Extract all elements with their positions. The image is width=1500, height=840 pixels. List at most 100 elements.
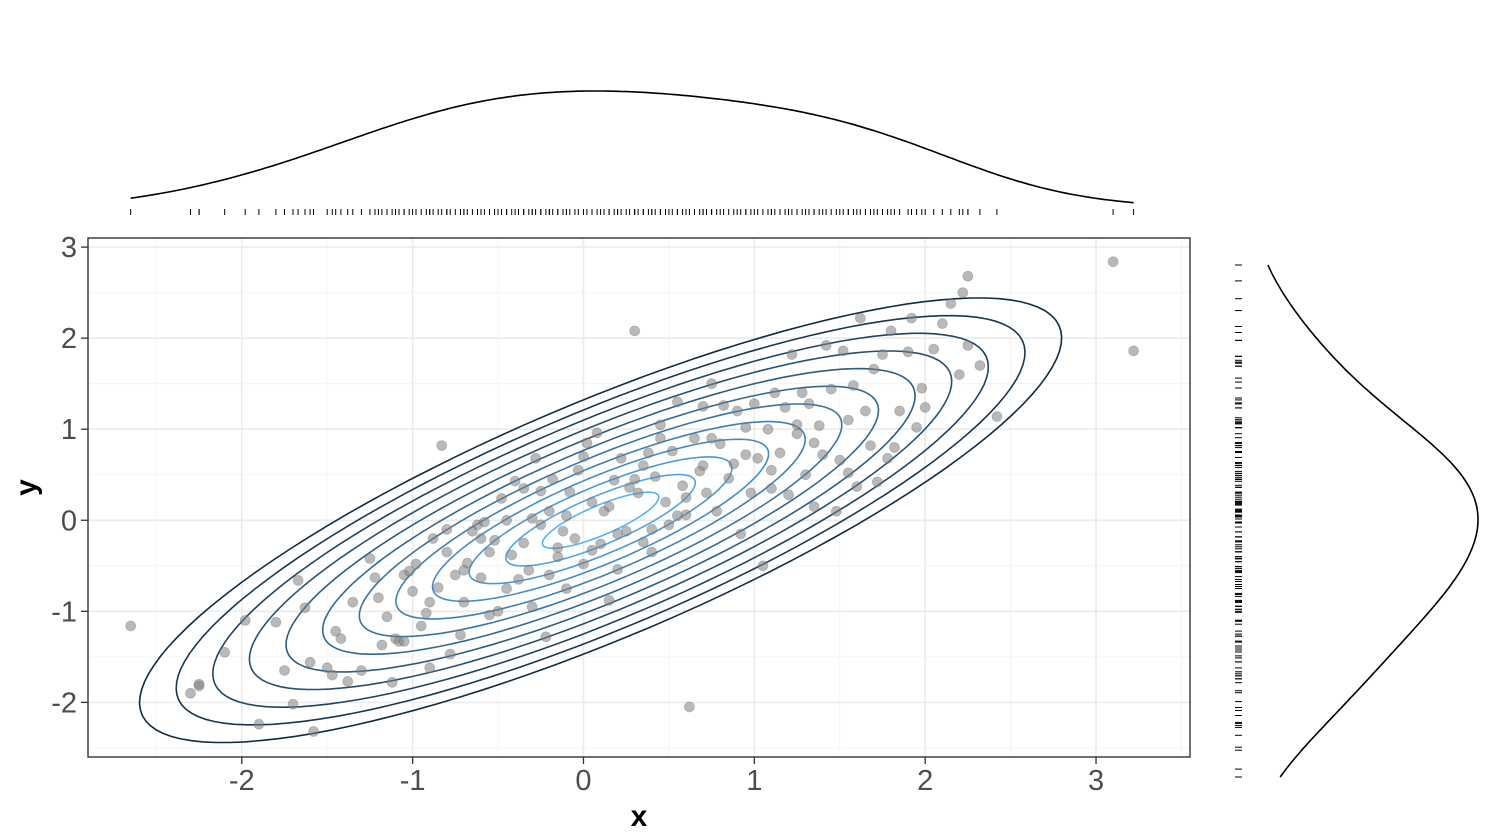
data-point bbox=[608, 474, 620, 486]
data-point bbox=[808, 501, 820, 513]
data-point bbox=[769, 387, 781, 399]
data-point bbox=[330, 625, 342, 637]
grid-lines bbox=[88, 238, 1190, 757]
data-point bbox=[757, 560, 769, 572]
data-point bbox=[731, 405, 743, 417]
data-point bbox=[945, 298, 957, 310]
data-point bbox=[530, 452, 541, 464]
x-tick-label: -1 bbox=[400, 765, 426, 797]
data-point bbox=[830, 505, 842, 517]
data-point bbox=[270, 616, 282, 628]
data-point bbox=[936, 318, 948, 330]
data-point bbox=[928, 343, 940, 355]
top-density-curve bbox=[130, 90, 1134, 204]
density-contours bbox=[138, 297, 1063, 744]
data-point bbox=[919, 401, 931, 413]
data-point bbox=[484, 546, 495, 558]
y-axis-title: y bbox=[10, 479, 43, 496]
data-point bbox=[376, 639, 388, 651]
data-point bbox=[501, 583, 513, 594]
data-point bbox=[372, 592, 384, 604]
data-point bbox=[603, 501, 615, 513]
data-point bbox=[342, 676, 354, 687]
data-point bbox=[292, 575, 304, 586]
data-point bbox=[506, 549, 518, 561]
data-point bbox=[193, 680, 205, 692]
data-point bbox=[398, 636, 410, 647]
data-point bbox=[860, 405, 871, 417]
data-point bbox=[774, 447, 786, 459]
data-point bbox=[748, 398, 760, 410]
data-point bbox=[911, 421, 922, 433]
data-point bbox=[299, 602, 311, 614]
data-point bbox=[723, 472, 735, 484]
data-point bbox=[326, 669, 338, 681]
data-point bbox=[308, 726, 319, 737]
data-point bbox=[381, 611, 393, 623]
data-point bbox=[684, 701, 695, 713]
data-point bbox=[564, 486, 576, 498]
data-point bbox=[552, 551, 564, 563]
data-point bbox=[637, 460, 649, 472]
data-point bbox=[489, 534, 501, 546]
data-point bbox=[974, 360, 986, 371]
data-point bbox=[837, 345, 849, 357]
data-point bbox=[820, 339, 832, 351]
density-contour bbox=[504, 473, 697, 567]
data-point bbox=[569, 533, 581, 544]
data-point bbox=[492, 605, 504, 617]
top-marginal-density bbox=[130, 90, 1135, 215]
data-point bbox=[557, 525, 569, 537]
data-point bbox=[552, 542, 564, 553]
data-point bbox=[889, 441, 900, 453]
data-point bbox=[854, 312, 866, 324]
right-rug bbox=[1235, 264, 1242, 778]
y-axis: -2 -1 0 1 2 3 bbox=[51, 232, 88, 719]
data-point bbox=[591, 427, 603, 439]
data-point bbox=[441, 546, 453, 558]
data-point bbox=[762, 423, 774, 435]
data-point bbox=[427, 533, 439, 544]
data-point bbox=[509, 475, 521, 487]
data-point bbox=[865, 440, 876, 452]
data-point bbox=[745, 487, 757, 499]
y-tick-label: -1 bbox=[51, 596, 77, 628]
data-point bbox=[347, 596, 359, 608]
data-point bbox=[369, 572, 381, 583]
data-point bbox=[535, 519, 547, 531]
data-point bbox=[595, 538, 606, 550]
data-point bbox=[355, 665, 367, 676]
data-point bbox=[407, 585, 419, 597]
data-point bbox=[643, 447, 654, 459]
data-point bbox=[475, 533, 487, 544]
data-point bbox=[697, 460, 709, 472]
right-density-curve bbox=[1267, 264, 1479, 778]
data-point bbox=[786, 349, 798, 360]
data-point bbox=[572, 464, 584, 476]
data-point bbox=[817, 449, 829, 461]
data-point bbox=[813, 420, 825, 432]
data-point bbox=[458, 596, 470, 608]
data-point bbox=[740, 449, 752, 461]
data-point bbox=[666, 445, 678, 457]
y-tick-label: 1 bbox=[61, 414, 77, 446]
scatter-points bbox=[125, 256, 1139, 737]
data-point bbox=[728, 458, 740, 470]
data-point bbox=[578, 451, 589, 462]
data-point bbox=[335, 633, 347, 644]
density-contour bbox=[395, 420, 807, 620]
data-point bbox=[825, 383, 837, 395]
data-point bbox=[677, 480, 688, 492]
data-point bbox=[398, 569, 410, 581]
density-contour bbox=[248, 350, 953, 691]
data-point bbox=[689, 432, 700, 444]
data-point bbox=[672, 396, 683, 408]
data-point bbox=[803, 398, 815, 410]
data-point bbox=[842, 467, 854, 479]
data-point bbox=[386, 676, 398, 688]
data-point bbox=[612, 528, 623, 540]
x-axis: -2 -1 0 1 2 3 bbox=[229, 757, 1104, 797]
data-point bbox=[706, 378, 717, 390]
data-point bbox=[478, 516, 490, 528]
data-point bbox=[547, 473, 559, 485]
